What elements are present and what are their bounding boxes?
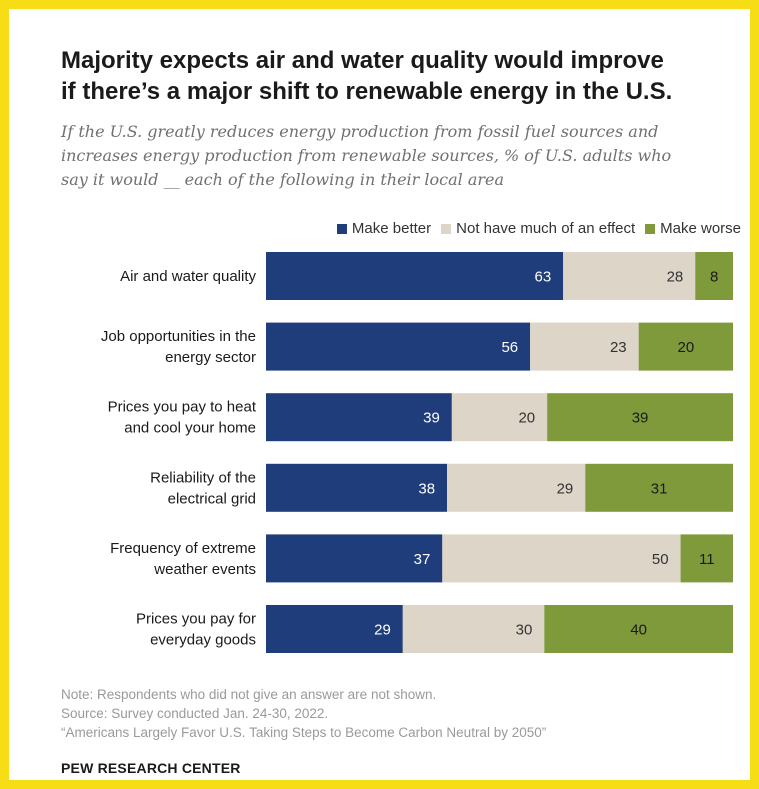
category-label: Prices you pay to heat and cool your home [108,399,257,437]
data-label-make-better: 63 [534,269,551,286]
report-title-text: “Americans Largely Favor U.S. Taking Ste… [61,725,547,740]
category-label: Frequency of extreme weather events [110,540,256,578]
data-label-make-worse: 31 [651,480,668,497]
chart-title: Majority expects air and water quality w… [61,45,751,107]
data-label-make-worse: 11 [699,551,715,568]
chart-subtitle: If the U.S. greatly reduces energy produ… [61,120,741,192]
legend-swatch-make-better [336,223,347,234]
category-label: Job opportunities in the energy sector [101,328,256,366]
bar-segment-make-worse [638,322,733,371]
data-label-no-effect: 20 [518,410,535,427]
chart-title-line-1: Majority expects air and water quality w… [61,47,664,74]
chart-legend: Make better Not have much of an effect M… [239,220,741,237]
legend-label-no-effect: Not have much of an effect [456,220,636,237]
data-label-make-worse: 8 [710,269,718,286]
note-text: Note: Respondents who did not give an an… [61,687,437,702]
data-label-make-better: 56 [501,339,518,356]
chart-subtitle-line-1: If the U.S. greatly reduces energy produ… [61,122,659,141]
category-label: Air and water quality [120,268,256,285]
bar-segment-make-better [266,252,564,300]
bar-segment-make-better [266,534,443,583]
data-label-make-worse: 20 [677,339,694,356]
bar-segment-no-effect [402,605,545,653]
data-label-make-better: 38 [418,480,435,497]
bar-segment-no-effect [563,252,696,300]
bar-segment-make-better [266,605,403,653]
bar-segment-make-worse [680,534,733,583]
source-text: Source: Survey conducted Jan. 24-30, 202… [61,706,329,721]
category-label: Prices you pay for everyday goods [136,611,256,649]
bar-segment-make-worse [585,463,733,512]
data-label-make-worse: 40 [630,622,647,639]
bar-segment-make-better [266,463,448,512]
legend-item-make-better: Make better [336,220,432,237]
legend-item-make-worse: Make worse [645,220,741,237]
bar-segment-no-effect [442,534,681,583]
data-label-no-effect: 50 [652,551,669,568]
bar-segment-no-effect [530,322,639,371]
data-label-no-effect: 29 [557,480,574,497]
bar-segment-make-better [266,393,452,442]
category-label: Reliability of the electrical grid [150,469,256,507]
brand-logo-text: PEW RESEARCH CENTER [61,760,241,776]
bar-segment-make-worse [695,252,733,300]
data-label-make-better: 37 [414,551,431,568]
bar-segment-no-effect [451,393,548,442]
data-label-no-effect: 30 [516,622,533,639]
legend-swatch-make-worse [645,223,656,234]
data-label-make-better: 29 [374,622,391,639]
data-label-no-effect: 23 [610,339,627,356]
bar-segment-make-better [266,322,531,371]
bar-segment-make-worse [544,605,733,653]
data-label-make-worse: 39 [632,410,649,427]
legend-swatch-no-effect [441,223,452,234]
chart-subtitle-line-2: increases energy production from renewab… [61,146,672,165]
legend-item-no-effect: Not have much of an effect [441,220,635,237]
chart-title-line-2: if there’s a major shift to renewable en… [61,78,673,105]
bar-segment-make-worse [547,393,733,442]
chart-notes: Note: Respondents who did not give an an… [61,685,751,742]
bar-segment-no-effect [447,463,586,512]
legend-label-make-worse: Make worse [660,220,741,237]
data-label-no-effect: 28 [667,269,684,286]
chart-subtitle-line-3: say it would __ each of the following in… [61,170,505,189]
legend-label-make-better: Make better [351,220,432,237]
data-label-make-better: 39 [423,410,440,427]
